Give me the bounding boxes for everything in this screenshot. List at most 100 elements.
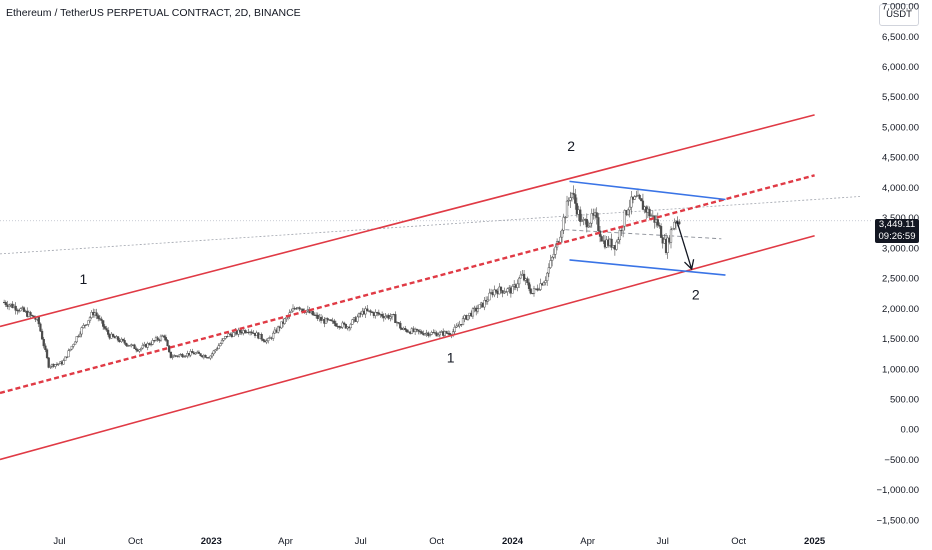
x-tick-label: Jul (657, 536, 669, 547)
candle-body (146, 343, 149, 348)
y-tick-label: −1,500.00 (876, 515, 919, 526)
candle-body (518, 277, 521, 285)
candle-body (82, 325, 85, 328)
candle-body (177, 354, 181, 357)
candle-body (640, 198, 643, 202)
candle-body (546, 272, 549, 281)
candle-body (73, 341, 77, 345)
candle-body (356, 316, 359, 322)
price-axis[interactable]: 7,000.00 6,500.00 6,000.00 5,500.00 5,000.00… (876, 2, 919, 527)
candle-body (377, 312, 380, 315)
candle-body (135, 348, 138, 351)
candle-body (394, 314, 397, 324)
candle-body (572, 192, 575, 195)
candle-body (390, 314, 394, 318)
candle-body (14, 305, 17, 311)
currency-button[interactable]: USDT (879, 4, 919, 26)
y-tick-label: 1,000.00 (882, 364, 919, 375)
candle-body (217, 345, 220, 349)
candle-body (277, 326, 280, 333)
x-tick-label: 2023 (201, 536, 222, 547)
y-tick-label: 7,000.00 (882, 2, 919, 13)
candle-body (369, 310, 372, 313)
x-tick-label: Oct (731, 536, 746, 547)
y-tick-label: 1,500.00 (882, 334, 919, 345)
candle-body (45, 349, 49, 359)
candle-body (574, 194, 577, 204)
y-tick-label: 3,000.00 (882, 243, 919, 254)
candle-body (83, 324, 87, 326)
x-tick-label: Apr (278, 536, 293, 547)
x-tick-label: 2025 (804, 536, 826, 547)
x-tick-label: Oct (128, 536, 143, 547)
candle-body (171, 356, 174, 358)
candle-body (214, 349, 217, 352)
candle-body (438, 332, 442, 336)
candle-body (72, 344, 75, 347)
candle-body (544, 280, 547, 283)
candle-body (552, 253, 555, 258)
candle-body (88, 317, 92, 321)
bar-countdown: 09:26:59 (878, 231, 916, 242)
candle-body (615, 241, 618, 250)
candle-body (623, 210, 626, 227)
candle-body (549, 260, 552, 268)
candle-body (151, 340, 154, 345)
candle-body (405, 329, 409, 333)
candle-body (567, 200, 570, 202)
candle-body (197, 351, 201, 354)
candle-body (87, 320, 90, 325)
candle-body (579, 209, 582, 222)
candle-body (437, 334, 440, 337)
candle-body (19, 308, 22, 312)
candle-body (547, 267, 550, 274)
candle-body (148, 343, 151, 345)
candle-body (587, 225, 590, 228)
y-tick-label: 0.00 (901, 425, 920, 436)
candle-body (488, 292, 491, 301)
candle-body (334, 323, 338, 327)
candle-body (499, 286, 503, 291)
candle-body (590, 213, 593, 224)
candle-body (184, 355, 187, 357)
candle-body (243, 330, 247, 333)
candle-body (239, 329, 242, 333)
candle-body (445, 331, 448, 334)
candle-body (191, 351, 194, 354)
candle-body (70, 345, 73, 350)
candle-body (537, 289, 541, 291)
candle-body (357, 312, 361, 318)
dashed-projection-line (565, 229, 722, 240)
candle-body (62, 360, 65, 365)
candle-body (40, 330, 44, 340)
candle-body (453, 327, 456, 332)
candle-body (516, 283, 519, 288)
candle-body (501, 290, 504, 294)
time-axis[interactable]: Jul Oct 2023 Apr Jul Oct 2024 Apr Jul Oct 2025 (53, 536, 826, 547)
candle-body (78, 333, 82, 337)
candle-body (539, 283, 542, 290)
candle-body (526, 278, 529, 283)
candle-body (673, 221, 676, 229)
candle-body (121, 338, 125, 341)
candle-body (633, 196, 636, 200)
candle-body (554, 246, 557, 255)
candle-body (298, 307, 301, 310)
wave-label: 2 (567, 138, 575, 154)
candle-body (204, 355, 207, 358)
candle-body (478, 304, 481, 310)
candle-body (569, 197, 572, 201)
candle-body (610, 238, 613, 248)
candle-body (494, 289, 498, 292)
candle-body (666, 237, 669, 253)
wave-label: 1 (447, 350, 455, 366)
x-tick-label: 2024 (502, 536, 524, 547)
candle-body (333, 320, 336, 324)
candle-body (344, 323, 347, 329)
candle-body (351, 319, 354, 325)
last-price-lines (0, 196, 872, 255)
y-tick-label: 3,500.00 (882, 213, 919, 224)
candle-body (381, 314, 384, 317)
candle-body (169, 351, 172, 358)
